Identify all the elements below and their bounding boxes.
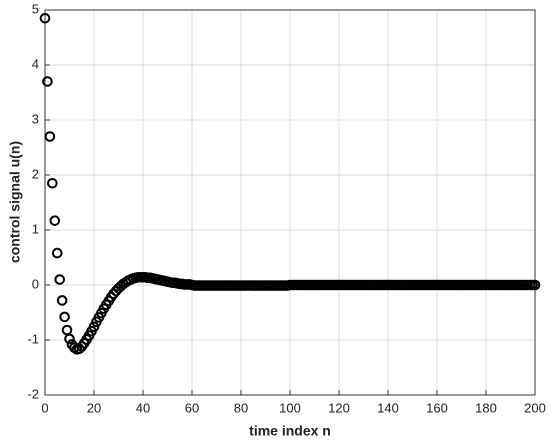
x-tick-label: 20	[87, 400, 101, 415]
x-tick-label: 0	[41, 400, 48, 415]
point	[49, 215, 61, 226]
y-tick-label: -2	[27, 386, 39, 401]
y-tick-label: -1	[27, 331, 39, 346]
point	[47, 177, 58, 189]
point	[44, 131, 56, 142]
point	[529, 279, 541, 291]
point	[59, 311, 70, 323]
y-tick-label: 0	[32, 276, 39, 291]
y-axis-label: control signal u(n)	[7, 141, 23, 263]
x-tick-label: 100	[279, 400, 301, 415]
point	[64, 333, 75, 345]
point	[39, 12, 51, 24]
x-tick-label: 200	[524, 400, 546, 415]
y-tick-label: 4	[32, 56, 39, 71]
y-tick-label: 1	[32, 221, 39, 236]
y-tick-label: 2	[32, 166, 39, 181]
point	[51, 247, 63, 259]
x-axis-label: time index n	[249, 423, 331, 439]
x-tick-label: 80	[234, 400, 248, 415]
y-tick-label: 5	[32, 1, 39, 16]
x-tick-label: 180	[475, 400, 497, 415]
x-tick-label: 120	[328, 400, 350, 415]
x-tick-label: 140	[377, 400, 399, 415]
x-tick-label: 60	[185, 400, 199, 415]
point	[42, 76, 53, 87]
y-tick-label: 3	[32, 111, 39, 126]
point	[54, 274, 66, 285]
x-tick-label: 160	[426, 400, 448, 415]
axes-box	[44, 9, 536, 396]
x-tick-label: 40	[136, 400, 150, 415]
point	[56, 295, 68, 306]
